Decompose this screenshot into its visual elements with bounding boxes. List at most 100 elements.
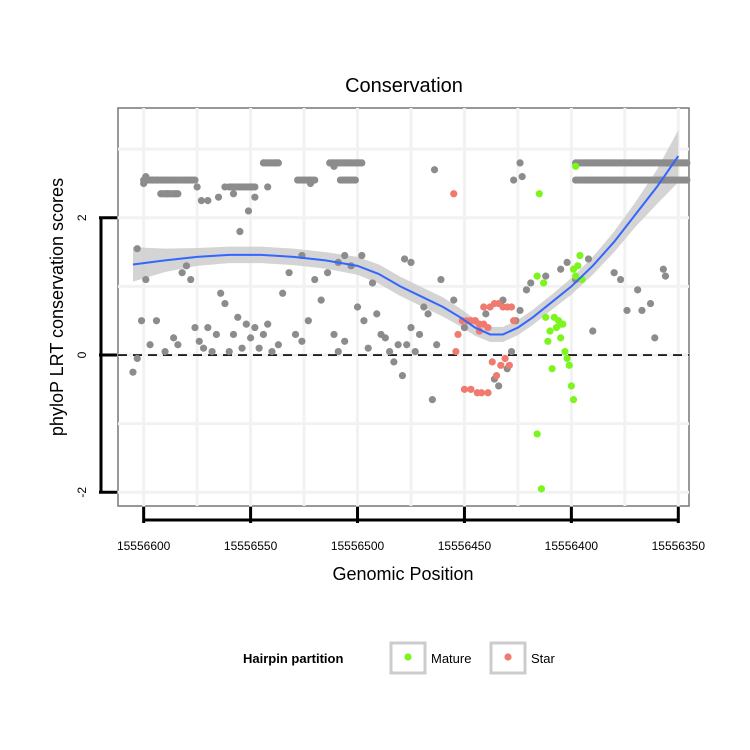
point-other [341, 337, 349, 345]
legend-key-mature [389, 641, 427, 675]
point-other [279, 289, 287, 297]
point-other [610, 269, 618, 277]
point-other [330, 330, 338, 339]
y-axis: -2 0 2 [75, 214, 117, 498]
point-other [495, 382, 503, 390]
point-other [221, 299, 229, 308]
point-other [212, 330, 220, 339]
point-other [238, 344, 246, 352]
point-other [334, 348, 342, 356]
point-other [244, 207, 253, 215]
y-tick-label: -2 [75, 487, 89, 498]
point-mature [569, 265, 578, 273]
point-star [454, 330, 462, 339]
y-tick-label: 0 [75, 351, 89, 358]
point-other [364, 344, 372, 352]
chart-title: Conservation [345, 75, 463, 97]
point-mature [569, 396, 578, 404]
point-other [137, 317, 146, 325]
x-tick-label: 15556450 [438, 539, 492, 553]
point-other [246, 334, 255, 342]
point-other [557, 265, 565, 273]
point-star [507, 303, 516, 311]
point-other [225, 348, 233, 356]
point-other [542, 272, 550, 280]
point-other [634, 286, 642, 294]
x-tick-label: 15556400 [545, 539, 599, 553]
legend-label-mature: Mature [431, 651, 471, 666]
point-star [501, 354, 509, 363]
legend-star-dot [504, 653, 512, 661]
point-other [407, 323, 415, 332]
point-other [214, 193, 223, 201]
point-other [343, 176, 351, 184]
point-other [460, 323, 469, 332]
point-star [484, 389, 492, 397]
point-mature [567, 382, 575, 390]
point-other [152, 176, 161, 184]
point-other [589, 327, 597, 335]
smooth-fit-line [132, 155, 680, 336]
point-other [683, 159, 691, 167]
point-other [623, 306, 631, 315]
point-other [191, 323, 199, 332]
point-other [390, 358, 398, 366]
plot-panel [117, 107, 690, 507]
point-other [428, 396, 436, 404]
point-other [191, 176, 199, 184]
point-other [234, 313, 242, 321]
point-other [358, 251, 366, 260]
point-other [407, 258, 415, 266]
point-other [646, 299, 655, 308]
point-other [317, 296, 325, 304]
point-other [204, 323, 212, 332]
point-other [264, 320, 272, 328]
point-other [403, 341, 411, 349]
legend: Hairpin partition Mature Star [243, 641, 556, 675]
legend-label-star: Star [531, 651, 556, 666]
point-star [450, 190, 458, 198]
point-other [683, 176, 691, 184]
point-star [510, 317, 518, 325]
point-other [229, 330, 238, 339]
point-mature [546, 327, 554, 335]
point-other [129, 368, 137, 376]
point-other [229, 190, 238, 198]
x-tick-label: 15556550 [224, 539, 278, 553]
point-other [204, 197, 212, 205]
point-other [360, 317, 368, 325]
point-other [133, 354, 141, 363]
point-other [415, 330, 424, 339]
point-other [353, 303, 362, 311]
x-tick-label: 15556500 [331, 539, 385, 553]
point-other [187, 275, 195, 284]
point-other [255, 344, 263, 352]
point-mature [576, 251, 584, 260]
point-other [385, 348, 394, 356]
point-other [661, 272, 670, 280]
point-other [394, 341, 402, 349]
point-mature [533, 272, 541, 280]
point-other [268, 348, 276, 356]
point-other [161, 348, 169, 356]
point-mature [557, 320, 565, 328]
point-other [430, 166, 439, 174]
point-star [460, 385, 469, 393]
point-mature [572, 272, 580, 280]
point-mature [563, 354, 571, 363]
point-mature [533, 430, 541, 438]
point-mature [544, 337, 552, 345]
point-other [291, 330, 300, 339]
point-other [304, 317, 312, 325]
point-other [420, 303, 428, 311]
point-other [306, 179, 315, 188]
point-other [398, 372, 407, 380]
point-other [142, 275, 150, 284]
point-other [259, 330, 268, 339]
legend-mature-dot [404, 653, 412, 661]
y-tick-label: 2 [75, 214, 89, 221]
point-other [510, 176, 518, 184]
point-other [351, 176, 359, 184]
point-other [651, 334, 659, 342]
